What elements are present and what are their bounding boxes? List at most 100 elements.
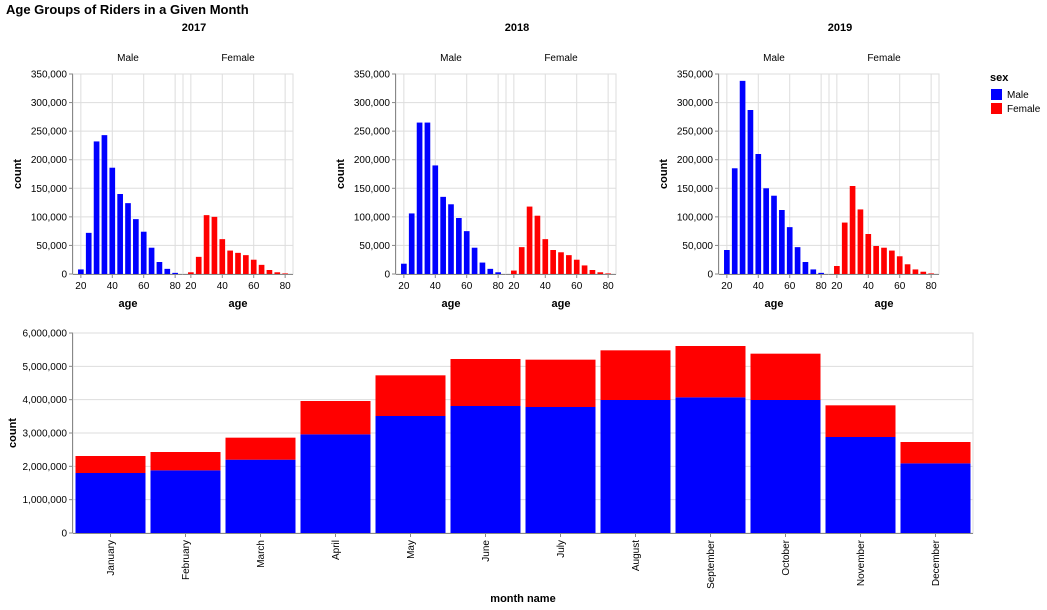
x-tick-label: September xyxy=(706,539,717,589)
bar-female-age-35 xyxy=(857,209,864,274)
bar-male-august xyxy=(600,400,671,533)
x-axis-title: month name xyxy=(490,593,555,605)
y-tick-label: 150,000 xyxy=(31,184,68,195)
x-axis-title: age xyxy=(442,298,461,310)
x-axis-title: age xyxy=(875,298,894,310)
bar-male-age-35 xyxy=(424,122,431,274)
x-tick-label: 20 xyxy=(75,281,87,292)
x-tick-label: 40 xyxy=(107,281,119,292)
bar-female-age-55 xyxy=(566,255,572,274)
bar-female-age-75 xyxy=(597,272,604,274)
y-tick-label: 3,000,000 xyxy=(23,429,68,440)
y-tick-label: 0 xyxy=(61,270,67,281)
bar-male-age-30 xyxy=(93,141,100,274)
bar-female-age-80 xyxy=(282,273,288,274)
bar-female-age-55 xyxy=(243,255,249,274)
x-tick-label: 20 xyxy=(398,281,410,292)
bar-male-age-70 xyxy=(802,262,809,274)
bar-female-age-60 xyxy=(573,259,580,274)
x-tick-label: 60 xyxy=(138,281,150,292)
bar-male-age-70 xyxy=(156,262,163,274)
bar-female-age-30 xyxy=(203,215,210,274)
bar-male-age-35 xyxy=(747,110,754,274)
monthly-stacked-chart: January February March April May June July Augu… xyxy=(7,329,974,605)
bar-male-age-25 xyxy=(408,213,415,274)
x-tick-label: November xyxy=(856,539,867,586)
facet-panel-female: Female 20 40 60 80 age xyxy=(828,53,940,310)
bar-female-february xyxy=(150,452,221,471)
facet-label: Male xyxy=(440,53,462,64)
x-axis-title: age xyxy=(229,298,248,310)
y-tick-label: 5,000,000 xyxy=(23,362,68,373)
bar-female-age-20 xyxy=(188,272,194,274)
bar-female-age-20 xyxy=(511,270,517,274)
bar-female-age-45 xyxy=(873,246,879,274)
bar-female-age-50 xyxy=(235,252,241,274)
y-tick-label: 100,000 xyxy=(677,212,714,223)
x-axis-title: age xyxy=(119,298,138,310)
bar-female-age-25 xyxy=(518,247,525,274)
bar-male-age-65 xyxy=(471,247,478,274)
bar-male-october xyxy=(750,400,821,533)
bar-male-february xyxy=(150,470,221,533)
y-axis-title: count xyxy=(12,159,24,189)
x-tick-label: March xyxy=(256,540,267,568)
y-tick-label: 100,000 xyxy=(31,212,68,223)
bar-female-age-75 xyxy=(920,271,927,274)
bar-female-age-25 xyxy=(195,256,202,274)
bar-female-age-65 xyxy=(904,264,911,274)
legend-swatch-male xyxy=(991,89,1002,100)
bar-male-age-20 xyxy=(401,263,407,274)
x-tick-label: 80 xyxy=(603,281,615,292)
x-tick-label: 20 xyxy=(721,281,733,292)
y-tick-label: 200,000 xyxy=(354,155,391,166)
bar-female-age-25 xyxy=(841,222,848,274)
y-tick-label: 6,000,000 xyxy=(23,329,68,340)
bar-male-april xyxy=(300,434,371,533)
bar-female-august xyxy=(600,350,671,400)
x-tick-label: 40 xyxy=(430,281,442,292)
bar-male-age-60 xyxy=(786,227,793,274)
bar-male-age-55 xyxy=(779,210,785,274)
y-tick-label: 300,000 xyxy=(31,98,68,109)
facet-panel-male: Male 20 40 60 80 age 0 50,000 100,000 150,000 200,… xyxy=(658,53,830,310)
facet-panel-male: Male 20 40 60 80 age 0 50,000 100,000 150,000 200,… xyxy=(335,53,507,310)
bar-female-march xyxy=(225,437,296,460)
x-tick-label: 20 xyxy=(508,281,520,292)
bar-female-november xyxy=(825,405,896,437)
bar-male-age-75 xyxy=(164,268,171,274)
y-tick-label: 0 xyxy=(707,270,713,281)
bar-female-october xyxy=(750,353,821,400)
legend-swatch-female xyxy=(991,103,1002,114)
year-title: 2018 xyxy=(505,22,529,34)
bar-female-age-30 xyxy=(849,186,856,274)
x-tick-label: June xyxy=(481,540,492,562)
y-tick-label: 200,000 xyxy=(31,155,68,166)
x-tick-label: 80 xyxy=(170,281,182,292)
x-tick-label: 20 xyxy=(185,281,197,292)
bar-male-age-55 xyxy=(456,218,462,274)
y-tick-label: 300,000 xyxy=(677,98,714,109)
bar-female-age-40 xyxy=(865,234,872,274)
bar-female-age-50 xyxy=(558,252,564,274)
bar-female-age-35 xyxy=(211,216,218,274)
bar-male-age-55 xyxy=(133,219,139,274)
bar-male-age-35 xyxy=(101,135,108,274)
legend-label-male: Male xyxy=(1007,90,1029,101)
bar-male-january xyxy=(75,473,146,533)
x-tick-label: 80 xyxy=(280,281,292,292)
bar-male-age-30 xyxy=(739,80,746,274)
bar-male-july xyxy=(525,407,596,533)
bar-female-september xyxy=(675,346,746,398)
legend-label-female: Female xyxy=(1007,104,1041,115)
bar-female-age-50 xyxy=(881,247,887,274)
x-tick-label: 40 xyxy=(753,281,765,292)
bar-male-age-45 xyxy=(440,196,446,274)
x-tick-label: January xyxy=(106,540,117,576)
bar-female-age-35 xyxy=(534,215,541,274)
bar-female-may xyxy=(375,375,446,416)
bar-male-age-50 xyxy=(448,204,454,274)
y-tick-label: 150,000 xyxy=(354,184,391,195)
bar-male-september xyxy=(675,397,746,533)
chart-title: Age Groups of Riders in a Given Month xyxy=(6,2,249,17)
